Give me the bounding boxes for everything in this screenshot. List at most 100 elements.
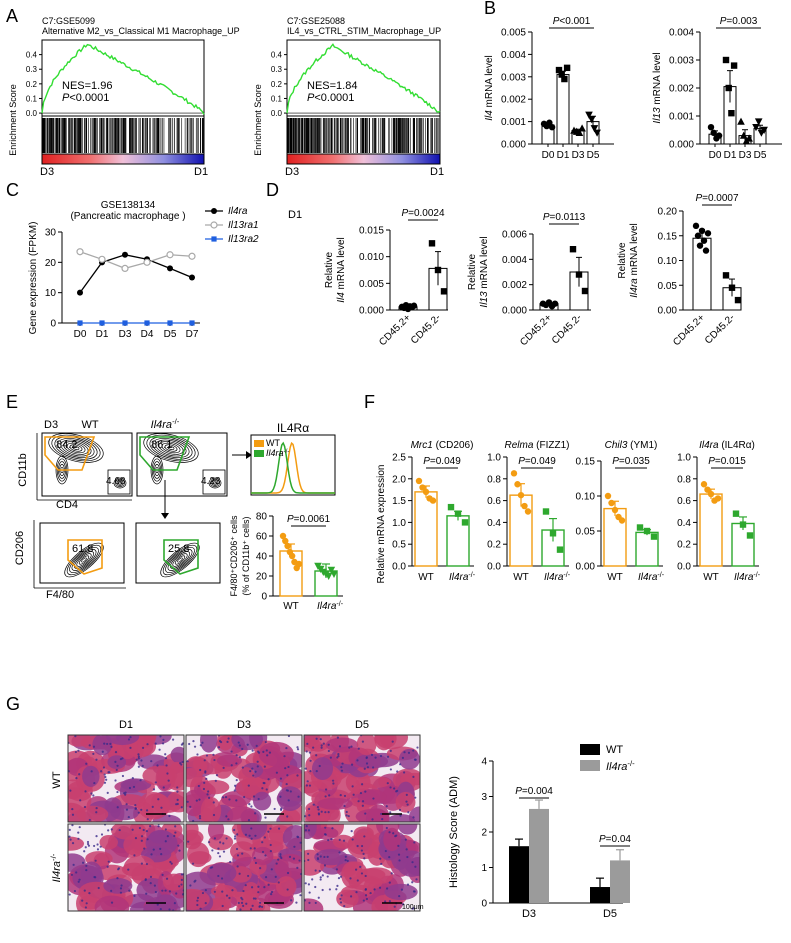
nucleus bbox=[412, 890, 416, 893]
nucleus bbox=[79, 799, 82, 802]
nucleus bbox=[110, 745, 113, 748]
nucleus bbox=[308, 891, 311, 894]
data-point bbox=[739, 131, 748, 139]
y-tick-label: 10 bbox=[45, 288, 57, 299]
nucleus bbox=[296, 866, 299, 870]
nucleus bbox=[162, 786, 165, 789]
y-axis-label: Gene expression (FPKM) bbox=[28, 222, 39, 335]
nucleus bbox=[319, 855, 322, 858]
nucleus bbox=[165, 764, 168, 767]
nucleus bbox=[265, 788, 268, 791]
nucleus bbox=[315, 770, 318, 773]
nucleus bbox=[227, 818, 230, 821]
histology-image bbox=[303, 823, 421, 912]
nucleus bbox=[95, 807, 98, 810]
acinar-cluster bbox=[357, 789, 387, 806]
y-tick-label: 0.003 bbox=[501, 72, 526, 83]
nucleus bbox=[174, 831, 177, 834]
nucleus bbox=[385, 826, 388, 830]
nucleus bbox=[326, 875, 329, 878]
nucleus bbox=[202, 787, 206, 791]
nucleus bbox=[83, 805, 87, 809]
nucleus bbox=[204, 771, 207, 774]
nucleus bbox=[234, 784, 237, 787]
nucleus bbox=[267, 883, 270, 886]
legend-label: Il13ra2 bbox=[228, 234, 259, 245]
nucleus bbox=[170, 862, 173, 865]
nucleus bbox=[181, 760, 184, 764]
nucleus bbox=[338, 851, 341, 854]
nucleus bbox=[128, 786, 132, 790]
nucleus bbox=[287, 735, 291, 738]
nucleus bbox=[225, 837, 228, 840]
y-axis-label: Il4 mRNA level bbox=[336, 237, 347, 303]
nucleus bbox=[242, 889, 245, 893]
series-line bbox=[79, 251, 193, 270]
nucleus bbox=[92, 752, 95, 755]
acinar-cluster bbox=[216, 754, 243, 767]
flow-contour bbox=[57, 437, 95, 459]
nucleus bbox=[83, 850, 86, 853]
nucleus bbox=[389, 749, 392, 752]
gate-percentage: 84.2 bbox=[56, 439, 77, 451]
nucleus bbox=[97, 886, 100, 890]
nucleus bbox=[252, 897, 255, 900]
y-tick-label: 1.0 bbox=[487, 453, 501, 464]
bar bbox=[699, 493, 723, 567]
nucleus bbox=[137, 753, 140, 756]
nucleus bbox=[204, 901, 207, 905]
nucleus bbox=[156, 764, 159, 767]
data-point bbox=[696, 242, 704, 249]
nucleus bbox=[88, 818, 91, 822]
series-marker bbox=[189, 274, 195, 281]
flow-contour bbox=[72, 446, 80, 450]
series-marker bbox=[189, 320, 195, 326]
nucleus bbox=[407, 811, 410, 814]
flow-contour bbox=[118, 481, 122, 485]
nucleus bbox=[342, 839, 346, 842]
nucleus bbox=[247, 874, 250, 878]
nucleus bbox=[92, 745, 96, 748]
y-tick-label: 2 bbox=[481, 828, 487, 839]
nucleus bbox=[85, 864, 88, 867]
nucleus bbox=[169, 860, 172, 864]
chart-title: Mrc1 (CD206) bbox=[411, 440, 474, 451]
nucleus bbox=[233, 789, 236, 792]
nucleus bbox=[106, 742, 109, 746]
y-tick-label: 0.10 bbox=[658, 256, 678, 267]
data-point bbox=[569, 246, 577, 253]
nucleus bbox=[221, 796, 225, 799]
nucleus bbox=[357, 800, 360, 803]
nucleus bbox=[261, 841, 264, 844]
y-tick-label: 0.005 bbox=[359, 279, 384, 290]
nucleus bbox=[176, 802, 179, 806]
nucleus bbox=[391, 740, 394, 743]
p-value: P<0.001 bbox=[553, 16, 591, 27]
nucleus bbox=[220, 877, 224, 880]
nucleus bbox=[77, 837, 80, 840]
flow-contour bbox=[71, 549, 97, 571]
nucleus bbox=[283, 755, 286, 758]
nucleus bbox=[279, 853, 282, 856]
nucleus bbox=[94, 859, 97, 862]
acinar-cluster bbox=[186, 888, 210, 910]
nucleus bbox=[411, 881, 414, 884]
histology-row-label: Il4ra-/- bbox=[49, 853, 64, 882]
arrow-head bbox=[161, 513, 169, 519]
data-point bbox=[548, 124, 556, 131]
nucleus bbox=[318, 764, 321, 768]
nucleus bbox=[181, 893, 184, 896]
nucleus bbox=[279, 855, 282, 858]
nucleus bbox=[350, 745, 353, 748]
acinar-cluster bbox=[274, 853, 302, 881]
nucleus bbox=[269, 850, 272, 853]
nucleus bbox=[388, 881, 391, 884]
data-point bbox=[410, 302, 418, 309]
nucleus bbox=[145, 829, 148, 833]
nucleus bbox=[412, 816, 415, 819]
nucleus bbox=[263, 836, 266, 839]
nucleus bbox=[78, 878, 81, 881]
acinar-cluster bbox=[231, 735, 264, 751]
nucleus bbox=[311, 878, 314, 881]
nucleus bbox=[230, 764, 233, 767]
